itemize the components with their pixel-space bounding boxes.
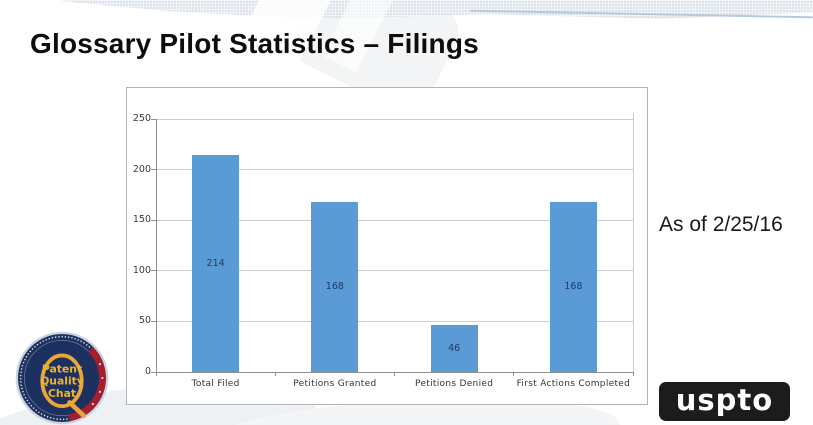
badge-text-chat: Chat [48,387,76,400]
y-axis-tick-label: 50 [138,315,151,327]
uspto-logo: uspto [659,382,790,421]
y-axis-line [155,119,157,372]
y-axis-tick-label: 250 [132,113,151,124]
y-axis-tick-mark [151,371,156,373]
x-axis-category-label: Petitions Granted [293,379,377,389]
filings-bar-chart: 0 50 100 150 200 250 214 Total Filed 168 Petition… [126,87,648,405]
y-axis-tick-mark [151,219,156,221]
y-gridline [156,169,633,171]
bar-data-label: 214 [206,257,225,269]
y-axis-tick-label: 150 [132,214,151,226]
x-axis-category-label: First Actions Completed [516,379,631,389]
y-axis-tick-label: 100 [132,264,151,276]
badge-outer-circle [15,331,109,425]
uspto-logo-text: uspto [675,383,774,417]
y-axis-tick-mark [151,270,156,272]
y-gridline [156,270,633,272]
x-axis-category-label: Petitions Denied [415,379,494,389]
bar-data-label: 168 [564,280,583,292]
x-axis-tick-mark [274,372,276,376]
y-gridline [156,118,633,120]
bar-data-label: 168 [325,280,344,292]
slide-title: Glossary Pilot Statistics – Filings [30,28,479,59]
y-axis-tick-mark [151,320,156,322]
y-gridline [156,320,633,322]
y-axis-tick-mark [151,169,156,171]
x-axis-tick-mark [394,372,395,376]
bar-petitions-granted [311,201,359,372]
x-axis-tick-mark [632,372,634,376]
chart-plot-area: 0 50 100 150 200 250 214 Total Filed 168 Petition… [127,88,647,404]
badge-q-tail [67,400,86,418]
x-axis-category-label: Total Filed [191,379,240,389]
y-gridline [156,219,633,221]
badge-text-patent: Patent [42,362,82,375]
x-axis-tick-mark [155,372,157,376]
badge-text-quality: Quality [40,375,84,388]
y-axis-tick-label: 200 [132,163,151,175]
bar-first-actions-completed [549,201,597,372]
patent-quality-chat-badge: Patent Quality Chat [15,331,109,425]
bar-data-label: 46 [448,342,461,354]
x-axis-tick-mark [513,372,515,376]
plot-right-border [632,113,634,372]
y-axis-tick-label: 0 [144,366,151,377]
y-axis-tick-mark [151,118,156,120]
badge-q-icon [40,353,84,409]
as-of-date-label: As of 2/25/16 [659,213,783,236]
bar-total-filed [192,155,240,372]
bar-petitions-denied [430,325,478,372]
